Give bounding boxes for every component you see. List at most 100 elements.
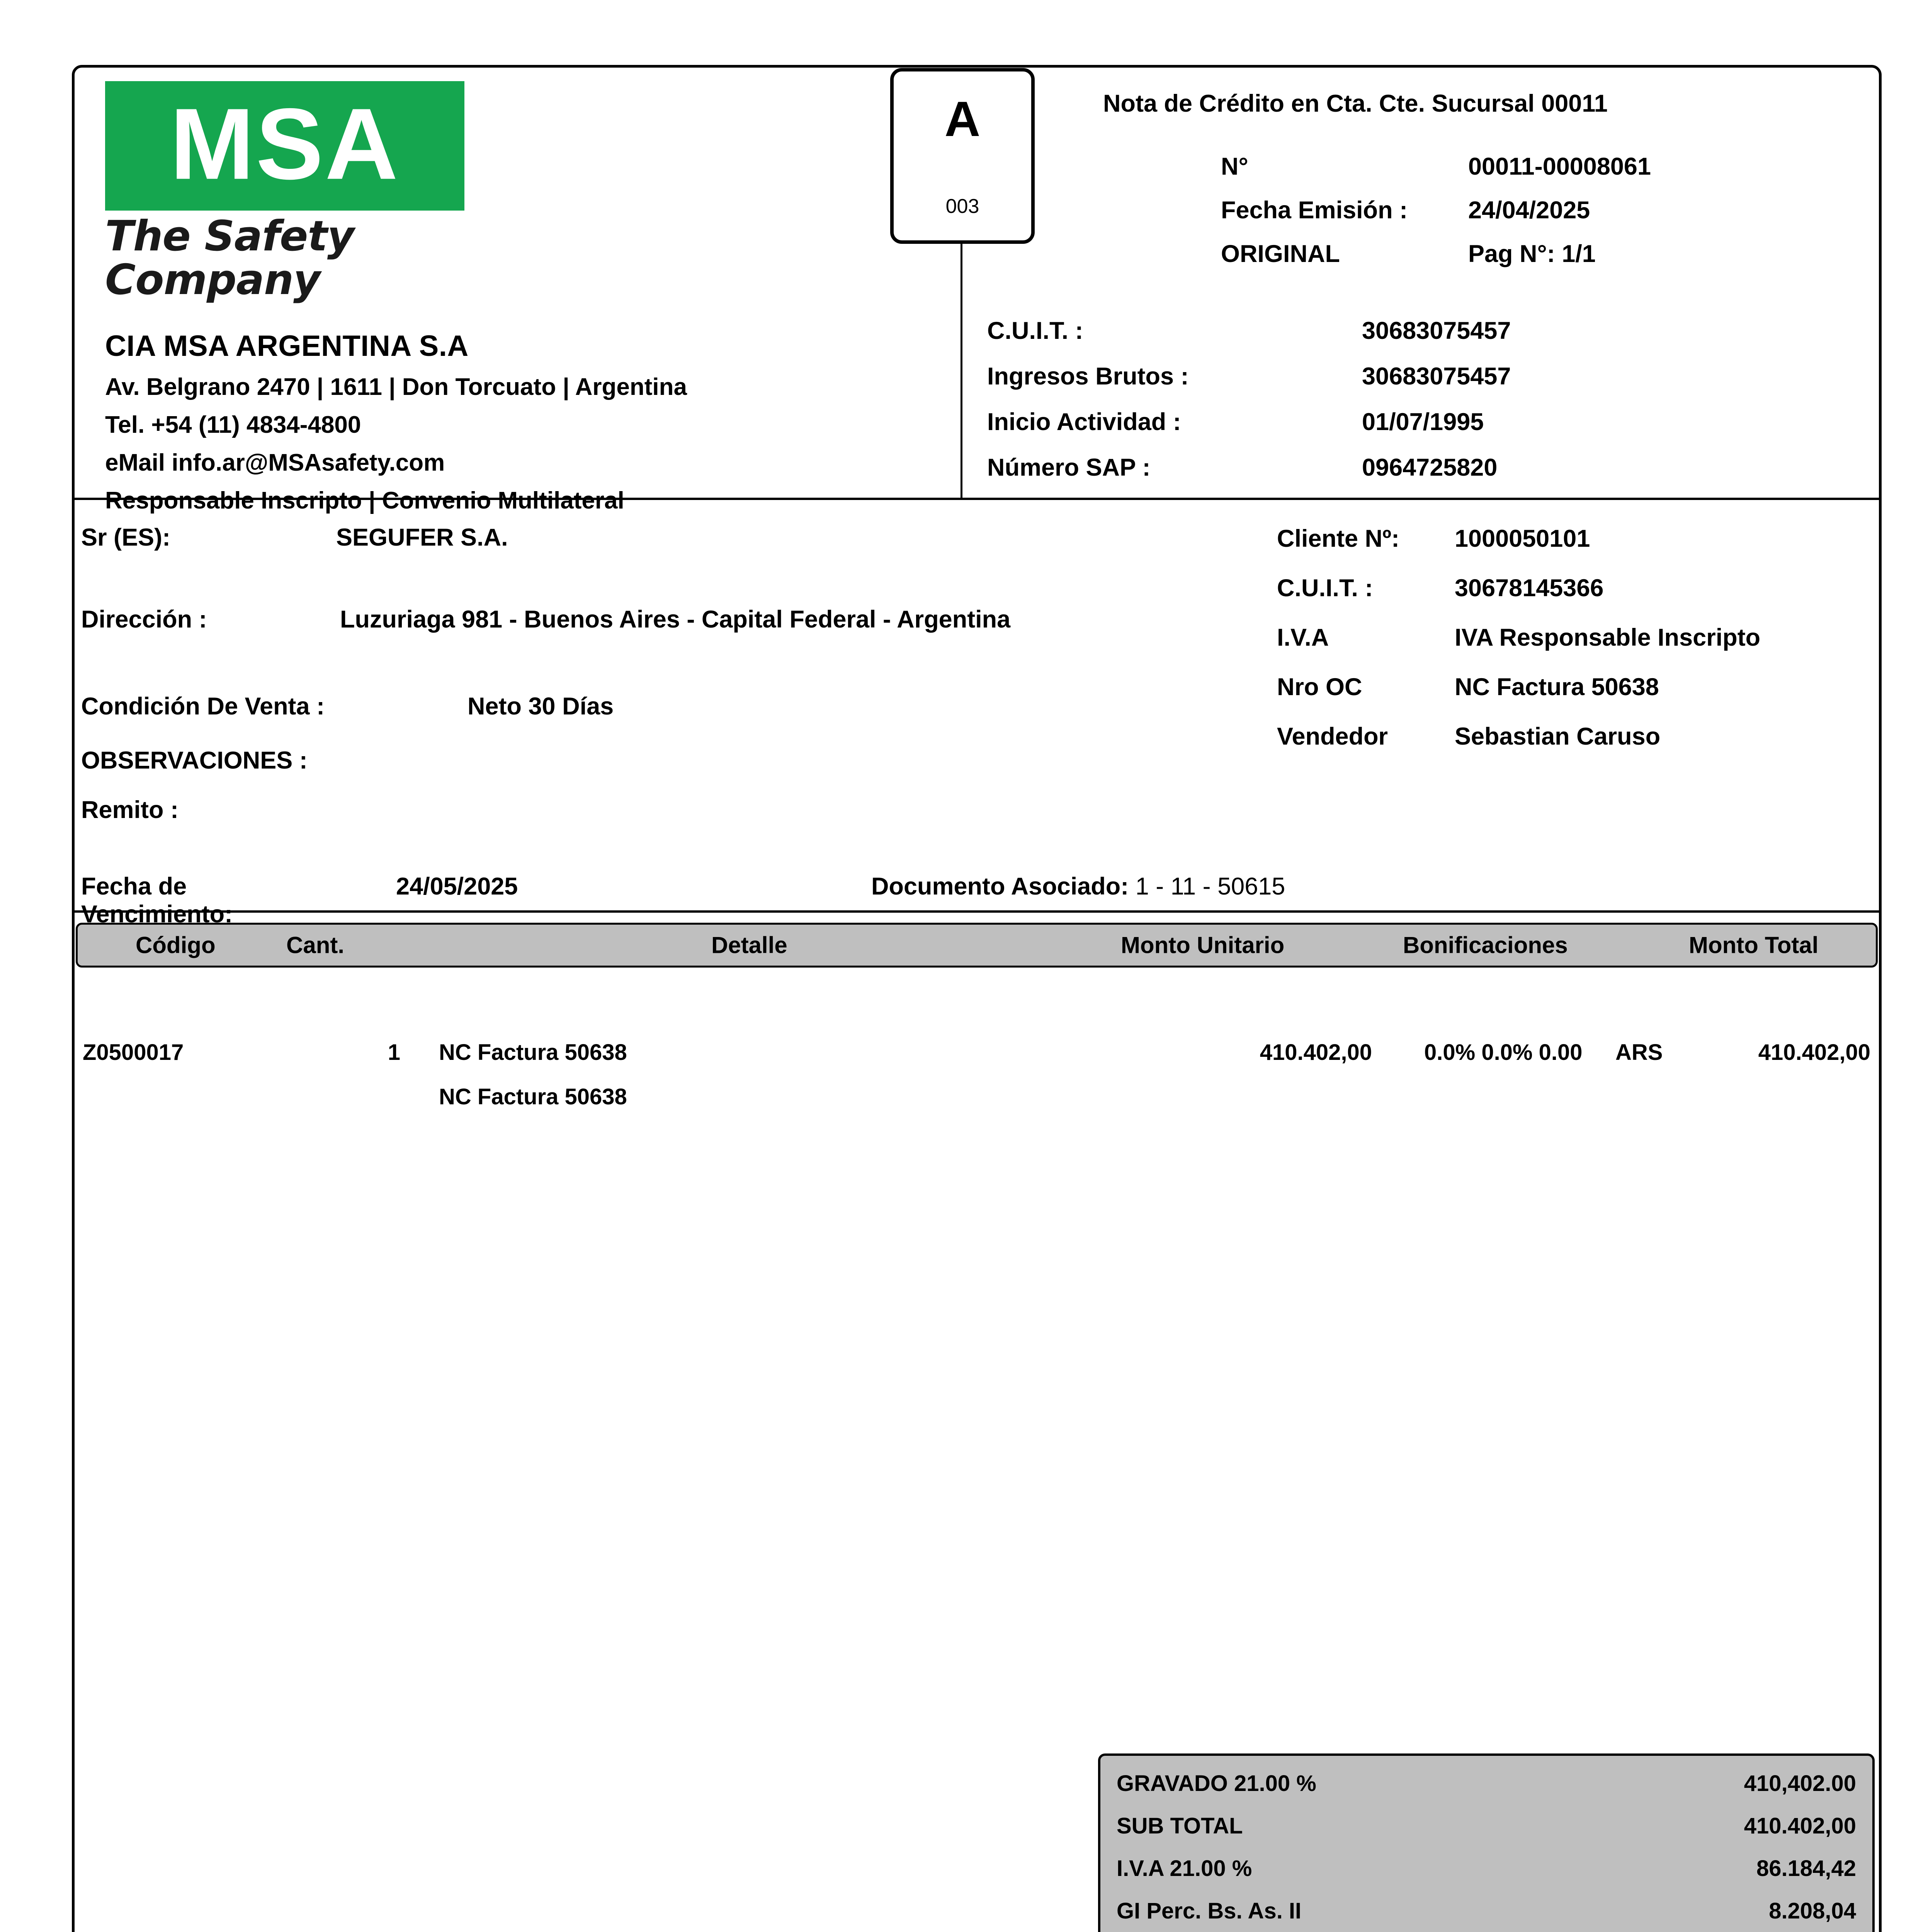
cell-monto-total: 410.402,00 [1758, 1040, 1870, 1065]
issuer-cuit-row: C.U.I.T. : 30683075457 [987, 317, 1856, 362]
customer-block-right: Cliente Nº: 1000050101 C.U.I.T. : 306781… [1277, 525, 1880, 772]
associated-document: Documento Asociado: 1 - 11 - 50615 [871, 872, 1285, 900]
customer-oc-row: Nro OC NC Factura 50638 [1277, 673, 1880, 723]
totals-label-iva: I.V.A 21.00 % [1117, 1856, 1252, 1881]
remito-label: Remito : [81, 796, 179, 823]
cell-detalle-line2: NC Factura 50638 [439, 1084, 627, 1109]
salesperson-label: Vendedor [1277, 723, 1388, 750]
payment-condition-value: Neto 30 Días [468, 693, 614, 720]
cell-bonificaciones: 0.0% 0.0% 0.00 [1424, 1040, 1583, 1065]
totals-row-gravado: GRAVADO 21.00 % 410,402.00 [1100, 1770, 1872, 1813]
issuer-sap-label: Número SAP : [987, 454, 1151, 481]
letter-box-stem [961, 244, 962, 499]
customer-block-left: Sr (ES): SEGUFER S.A. Dirección : Luzuri… [81, 524, 1202, 845]
items-table-header: Código Cant. Detalle Monto Unitario Boni… [76, 923, 1878, 968]
document-number-value: 00011-00008061 [1468, 153, 1651, 180]
document-frame [72, 65, 1882, 1932]
column-header-detalle: Detalle [711, 932, 787, 958]
issuer-fiscal-block: C.U.I.T. : 30683075457 Ingresos Brutos :… [987, 317, 1856, 499]
table-top-divider [73, 910, 1880, 913]
associated-document-label: Documento Asociado: [871, 873, 1129, 900]
customer-iva-label: I.V.A [1277, 624, 1329, 651]
customer-name-value: SEGUFER S.A. [336, 524, 508, 551]
customer-address-value: Luzuriaga 981 - Buenos Aires - Capital F… [340, 606, 1011, 633]
totals-label-subtotal: SUB TOTAL [1117, 1813, 1243, 1838]
cell-monto-unitario: 410.402,00 [1260, 1040, 1372, 1065]
logo-wordmark: MSA [170, 87, 400, 201]
header-divider [73, 498, 1880, 500]
totals-value-iva: 86.184,42 [1756, 1856, 1856, 1881]
issuer-name: CIA MSA ARGENTINA S.A [105, 329, 469, 362]
copy-type-row: ORIGINAL Pag N°: 1/1 [1221, 240, 1878, 284]
remito-row: Remito : [81, 796, 1202, 845]
totals-label-perc-bsas: GI Perc. Bs. As. II [1117, 1898, 1302, 1923]
page-number-label: Pag N°: 1/1 [1468, 240, 1596, 267]
customer-number-row: Cliente Nº: 1000050101 [1277, 525, 1880, 574]
column-header-codigo: Código [136, 932, 216, 958]
issuer-sap-row: Número SAP : 0964725820 [987, 454, 1856, 499]
customer-address-label: Dirección : [81, 606, 207, 633]
logo-green-block: MSA [105, 81, 464, 211]
totals-label-gravado: GRAVADO 21.00 % [1117, 1771, 1316, 1796]
issuer-ingresos-brutos-label: Ingresos Brutos : [987, 363, 1189, 390]
column-header-cant: Cant. [286, 932, 344, 958]
table-row-secondary: NC Factura 50638 [76, 1084, 1878, 1128]
document-title: Nota de Crédito en Cta. Cte. Sucursal 00… [1103, 90, 1608, 117]
customer-cuit-label: C.U.I.T. : [1277, 575, 1373, 602]
issue-date-value: 24/04/2025 [1468, 197, 1590, 224]
document-number-row: N° 00011-00008061 [1221, 153, 1878, 196]
salesperson-row: Vendedor Sebastian Caruso [1277, 723, 1880, 772]
customer-name-label: Sr (ES): [81, 524, 171, 551]
totals-box: GRAVADO 21.00 % 410,402.00 SUB TOTAL 410… [1098, 1753, 1875, 1932]
totals-row-iva: I.V.A 21.00 % 86.184,42 [1100, 1855, 1872, 1898]
issuer-cuit-value: 30683075457 [1362, 317, 1511, 344]
due-date-label: Fecha de Vencimiento: [81, 873, 233, 928]
msa-logo: MSA The Safety Company [105, 81, 464, 302]
items-table-body: Z0500017 1 NC Factura 50638 410.402,00 0… [76, 1039, 1878, 1128]
salesperson-value: Sebastian Caruso [1455, 723, 1661, 750]
issue-date-label: Fecha Emisión : [1221, 197, 1408, 224]
column-header-monto-total: Monto Total [1689, 932, 1819, 958]
cell-detalle: NC Factura 50638 [439, 1040, 627, 1065]
issuer-email: eMail info.ar@MSAsafety.com [105, 449, 445, 476]
payment-condition-row: Condición De Venta : Neto 30 Días [81, 692, 1202, 747]
table-row: Z0500017 1 NC Factura 50638 410.402,00 0… [76, 1039, 1878, 1084]
cell-cant: 1 [388, 1040, 400, 1065]
issuer-address: Av. Belgrano 2470 | 1611 | Don Torcuato … [105, 373, 687, 400]
payment-condition-label: Condición De Venta : [81, 693, 325, 720]
associated-document-value: 1 - 11 - 50615 [1135, 873, 1285, 900]
copy-type-label: ORIGINAL [1221, 240, 1340, 267]
customer-iva-value: IVA Responsable Inscripto [1455, 624, 1761, 651]
totals-row-subtotal: SUB TOTAL 410.402,00 [1100, 1813, 1872, 1855]
issuer-cuit-label: C.U.I.T. : [987, 317, 1083, 344]
customer-number-label: Cliente Nº: [1277, 525, 1400, 552]
cell-moneda: ARS [1615, 1040, 1663, 1065]
customer-address-row: Dirección : Luzuriaga 981 - Buenos Aires… [81, 605, 1202, 692]
customer-name-row: Sr (ES): SEGUFER S.A. [81, 524, 1202, 605]
observations-label: OBSERVACIONES : [81, 747, 308, 774]
document-type-letter: A [944, 92, 981, 147]
issuer-inicio-actividad-row: Inicio Actividad : 01/07/1995 [987, 408, 1856, 454]
cell-codigo: Z0500017 [83, 1040, 184, 1065]
issuer-phone: Tel. +54 (11) 4834-4800 [105, 411, 361, 438]
totals-value-gravado: 410,402.00 [1744, 1771, 1856, 1796]
document-type-code: 003 [945, 195, 979, 218]
issuer-inicio-actividad-value: 01/07/1995 [1362, 408, 1484, 435]
column-header-bonificaciones: Bonificaciones [1403, 932, 1568, 958]
customer-cuit-value: 30678145366 [1455, 575, 1604, 602]
customer-number-value: 1000050101 [1455, 525, 1590, 552]
issuer-ingresos-brutos-row: Ingresos Brutos : 30683075457 [987, 362, 1856, 408]
document-number-label: N° [1221, 153, 1248, 180]
issuer-ingresos-brutos-value: 30683075457 [1362, 363, 1511, 390]
customer-iva-row: I.V.A IVA Responsable Inscripto [1277, 624, 1880, 673]
logo-tagline: The Safety Company [105, 212, 354, 304]
totals-value-perc-bsas: 8.208,04 [1769, 1898, 1856, 1923]
issue-date-row: Fecha Emisión : 24/04/2025 [1221, 196, 1878, 240]
customer-oc-label: Nro OC [1277, 673, 1362, 701]
totals-value-subtotal: 410.402,00 [1744, 1813, 1856, 1838]
issuer-header: MSA The Safety Company CIA MSA ARGENTINA… [105, 81, 878, 514]
document-meta: N° 00011-00008061 Fecha Emisión : 24/04/… [1221, 153, 1878, 284]
issuer-sap-value: 0964725820 [1362, 454, 1498, 481]
column-header-monto-unitario: Monto Unitario [1121, 932, 1285, 958]
